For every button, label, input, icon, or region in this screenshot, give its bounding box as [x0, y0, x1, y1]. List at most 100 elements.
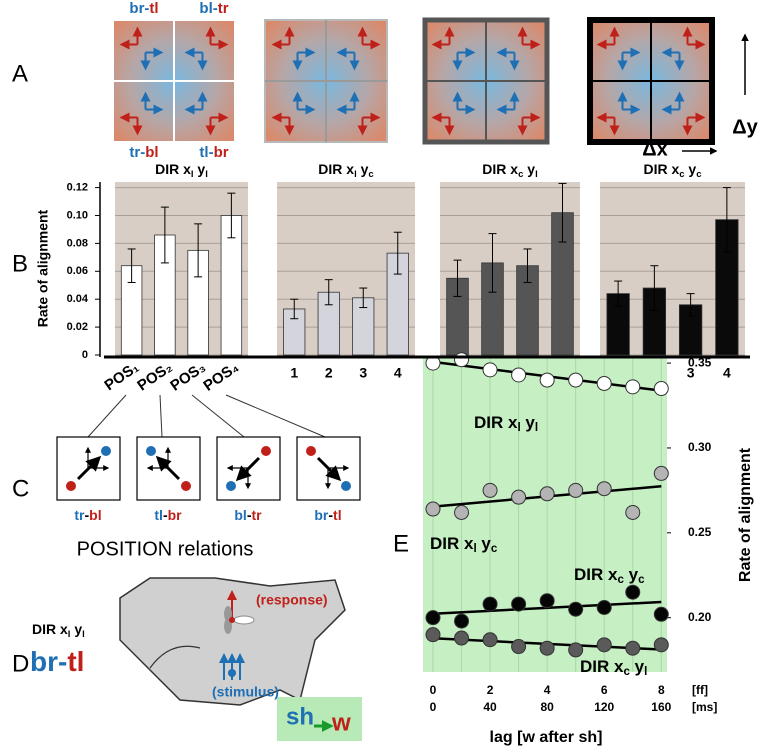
- y-tick-label: 0.25: [688, 525, 712, 539]
- scatter-point: [482, 482, 498, 498]
- scatter-point: [568, 482, 584, 498]
- x-tick-label: 3: [687, 365, 695, 381]
- y-tick-label: 0.06: [67, 265, 88, 277]
- scatter-point: [625, 504, 641, 520]
- chart-title: DIR xl yl: [155, 161, 208, 180]
- condition-label: DIR xl yl: [32, 621, 85, 640]
- text-part: bl: [145, 144, 158, 161]
- position-dot: [226, 481, 236, 491]
- y-tick-label: 0.12: [67, 181, 88, 193]
- response-label: (response): [256, 592, 328, 608]
- brain-sulcus: [149, 645, 201, 669]
- x2-tick-label: 0: [430, 700, 437, 714]
- panel-label: E: [393, 530, 409, 557]
- lag-to: w: [331, 709, 351, 736]
- relation-label: bl-tr: [199, 0, 228, 17]
- relation-label: br-tl: [314, 507, 341, 523]
- text-part: y: [194, 161, 206, 177]
- x-tick-label: 4: [394, 365, 402, 381]
- x-tick-label: 3: [359, 365, 367, 381]
- scatter-point: [425, 610, 441, 626]
- text-part: -: [247, 507, 252, 523]
- y-axis-label: Rate of alignment: [35, 209, 51, 327]
- error-bar: [324, 279, 333, 306]
- text-part: tr: [218, 0, 229, 17]
- panel-label: A: [12, 60, 28, 87]
- series-label: DIR xc yl: [580, 657, 647, 678]
- connector: [225, 394, 326, 438]
- scatter-point: [653, 637, 669, 653]
- error-bar: [488, 233, 497, 293]
- error-bar: [127, 248, 136, 283]
- text-part: br: [314, 507, 329, 523]
- x2-tick-label: 120: [594, 700, 614, 714]
- error-bar: [393, 231, 402, 275]
- text-part: -: [163, 507, 168, 523]
- position-dot: [341, 481, 351, 491]
- text-part: c: [638, 574, 645, 586]
- error-bar: [523, 248, 532, 283]
- text-part: tl: [333, 507, 342, 523]
- error-bar: [160, 206, 169, 264]
- x-tick-label: 8: [658, 683, 665, 697]
- x-tick-label: POS₄: [200, 359, 242, 395]
- text-part: l: [535, 422, 538, 434]
- x2-tick-label: 40: [483, 700, 497, 714]
- text-part: l: [191, 169, 194, 180]
- text-part: c: [491, 543, 498, 555]
- text-part: l: [205, 169, 208, 180]
- text-part: bl: [199, 0, 212, 17]
- scatter-point: [568, 601, 584, 617]
- error-bar: [686, 293, 695, 317]
- lag-box: [277, 697, 362, 741]
- text-part: l: [354, 169, 357, 180]
- scatter-point: [596, 637, 612, 653]
- error-bar: [614, 280, 623, 307]
- x-tick-label: 6: [601, 683, 608, 697]
- text-part: y: [357, 161, 369, 177]
- text-part: y: [630, 657, 645, 676]
- scatter-point: [568, 372, 584, 388]
- panel-label: B: [12, 250, 28, 277]
- scatter-point: [511, 639, 527, 655]
- text-part: -: [140, 144, 145, 161]
- text-part: c: [696, 169, 702, 180]
- text-part: tl: [199, 144, 208, 161]
- position-dot: [146, 446, 156, 456]
- text-part: -: [328, 507, 333, 523]
- text-part: DIR x: [580, 657, 624, 676]
- relation-label: br-tl: [129, 0, 158, 17]
- relation-label: tl-br: [154, 507, 182, 523]
- text-part: br: [214, 144, 229, 161]
- y-axis-label: Rate of alignment: [737, 447, 754, 582]
- text-part: y: [477, 534, 492, 553]
- error-bar: [558, 182, 567, 243]
- relation-label: tl-br: [199, 144, 228, 161]
- y-tick-label: 0.10: [67, 209, 88, 221]
- error-bar: [453, 259, 462, 297]
- text-part: l: [68, 629, 71, 640]
- text-part: c: [617, 574, 624, 586]
- series-label: DIR xc yc: [574, 565, 645, 586]
- dx-label: Δx: [642, 138, 668, 160]
- x-tick-label: 4: [544, 683, 551, 697]
- text-part: DIR x: [318, 161, 354, 177]
- error-bar: [194, 223, 203, 278]
- scatter-point: [539, 640, 555, 656]
- text-part: l: [82, 629, 85, 640]
- relation-label: tr-bl: [129, 144, 158, 161]
- stimulus-dot: [228, 669, 236, 677]
- text-part: br: [168, 507, 183, 523]
- x2-unit: [ms]: [692, 700, 717, 714]
- text-part: DIR x: [643, 161, 679, 177]
- scatter-point: [425, 627, 441, 643]
- chart-title: DIR xl yc: [318, 161, 374, 180]
- text-part: y: [685, 161, 697, 177]
- text-part: tr: [129, 144, 140, 161]
- y-tick-label: 0: [82, 349, 88, 361]
- scatter-point: [596, 375, 612, 391]
- series-label: DIR xl yc: [430, 534, 498, 555]
- lag-from: sh: [286, 703, 314, 730]
